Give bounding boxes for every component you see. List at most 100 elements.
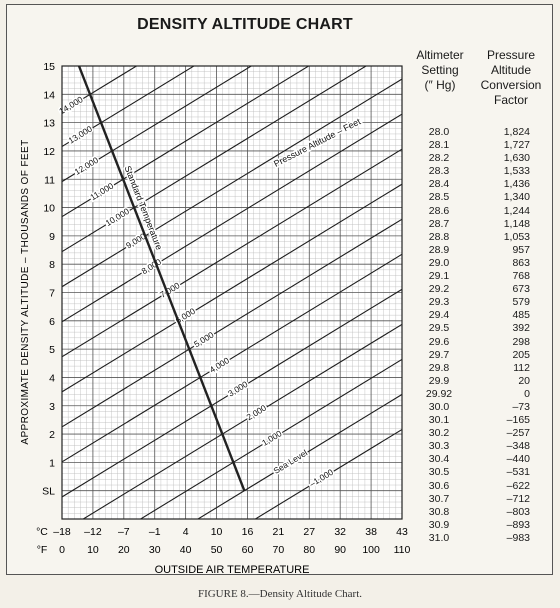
conversion-table-row: 29.4 485 bbox=[410, 309, 550, 322]
altimeter-setting-value: 30.0 bbox=[428, 400, 450, 413]
celsius-tick-label: 10 bbox=[211, 526, 223, 538]
conversion-factor-value: –983 bbox=[506, 531, 530, 544]
altimeter-setting-value: 30.3 bbox=[428, 440, 450, 453]
conversion-table-row: 29.7 205 bbox=[410, 349, 550, 362]
conversion-table-row: 28.3 1,533 bbox=[410, 165, 550, 178]
y-tick-label: 11 bbox=[44, 174, 55, 186]
altimeter-setting-value: 31.0 bbox=[428, 531, 450, 544]
conversion-factor-value: 1,148 bbox=[503, 217, 530, 230]
celsius-tick-label: 38 bbox=[365, 526, 377, 538]
conversion-factor-value: –165 bbox=[506, 414, 530, 427]
fahrenheit-tick-label: 40 bbox=[180, 544, 192, 556]
conversion-factor-value: 1,824 bbox=[503, 126, 530, 138]
conversion-table-row: 28.4 1,436 bbox=[410, 178, 550, 191]
fahrenheit-tick-label: 50 bbox=[211, 544, 223, 556]
conversion-factor-value: 1,053 bbox=[503, 230, 530, 243]
x-axis-label: OUTSIDE AIR TEMPERATURE bbox=[155, 564, 310, 576]
conversion-factor-value: –622 bbox=[506, 479, 530, 492]
altimeter-setting-value: 29.5 bbox=[428, 322, 450, 335]
pressure-altitude-line bbox=[62, 78, 402, 288]
celsius-tick-label: –1 bbox=[149, 526, 161, 538]
pressure-altitude-line bbox=[62, 66, 310, 218]
fahrenheit-tick-label: 60 bbox=[242, 544, 254, 556]
conversion-factor-value: 1,630 bbox=[503, 152, 530, 165]
celsius-tick-label: 21 bbox=[273, 526, 285, 538]
y-tick-label: 8 bbox=[49, 259, 55, 271]
altimeter-setting-value: 30.1 bbox=[428, 414, 450, 427]
conversion-table-row: 28.8 1,053 bbox=[410, 231, 550, 244]
celsius-tick-label: –12 bbox=[84, 526, 102, 538]
pressure-altitude-lines bbox=[62, 66, 402, 519]
pressure-altitude-line bbox=[62, 218, 402, 428]
altimeter-setting-value: 28.8 bbox=[428, 230, 450, 243]
celsius-unit-label: °C bbox=[36, 526, 48, 538]
altimeter-setting-value: 29.2 bbox=[428, 283, 450, 296]
celsius-tick-label: –18 bbox=[53, 526, 71, 538]
altimeter-setting-value: 29.4 bbox=[428, 309, 450, 322]
conversion-table-row: 30.7 –712 bbox=[410, 493, 550, 506]
altimeter-setting-value: 28.2 bbox=[428, 152, 450, 165]
conversion-table-row: 30.8 –803 bbox=[410, 506, 550, 519]
celsius-tick-label: –7 bbox=[118, 526, 130, 538]
conversion-factor-value: 1,727 bbox=[503, 139, 530, 152]
conversion-factor-value: –712 bbox=[506, 492, 530, 505]
celsius-tick-label: 16 bbox=[242, 526, 254, 538]
conversion-table-row: 29.6 298 bbox=[410, 336, 550, 349]
conversion-table-row: 30.3 –348 bbox=[410, 440, 550, 453]
conversion-factor-value: 957 bbox=[512, 243, 530, 256]
conversion-table-row: 29.0 863 bbox=[410, 257, 550, 270]
conversion-table-row: 28.0 1,824 bbox=[410, 126, 550, 139]
y-tick-label: 1 bbox=[49, 457, 55, 469]
conversion-table-row: 29.2 673 bbox=[410, 283, 550, 296]
pressure-altitude-line bbox=[62, 66, 195, 148]
fahrenheit-tick-label: 20 bbox=[118, 544, 130, 556]
pressure-altitude-line bbox=[196, 393, 402, 519]
pressure-altitude-line bbox=[62, 288, 402, 498]
y-tick-label: 9 bbox=[49, 231, 55, 243]
conversion-table-row: 30.5 –531 bbox=[410, 466, 550, 479]
altimeter-setting-value: 30.7 bbox=[428, 492, 450, 505]
chart-title: DENSITY ALTITUDE CHART bbox=[137, 16, 353, 33]
conversion-factor-value: 205 bbox=[512, 348, 530, 361]
conversion-factor-value: –348 bbox=[506, 440, 530, 453]
conversion-factor-value: –73 bbox=[512, 400, 530, 413]
fahrenheit-tick-label: 100 bbox=[362, 544, 380, 556]
conversion-table-row: 29.5 392 bbox=[410, 322, 550, 335]
conversion-factor-value: –440 bbox=[506, 453, 530, 466]
altimeter-setting-value: 28.1 bbox=[428, 139, 450, 152]
conversion-factor-value: 1,244 bbox=[503, 204, 530, 217]
y-tick-label: 6 bbox=[49, 316, 55, 328]
conversion-factor-value: –531 bbox=[506, 466, 530, 479]
altimeter-setting-value: 29.9 bbox=[428, 374, 450, 387]
y-tick-label: 4 bbox=[49, 372, 55, 384]
y-tick-label: SL bbox=[42, 486, 55, 498]
altimeter-setting-value: 30.6 bbox=[428, 479, 450, 492]
conversion-table-row: 28.1 1,727 bbox=[410, 139, 550, 152]
celsius-tick-label: 43 bbox=[396, 526, 408, 538]
celsius-tick-label: 27 bbox=[303, 526, 315, 538]
altimeter-setting-value: 30.2 bbox=[428, 427, 450, 440]
altimeter-setting-value: 28.0 bbox=[428, 126, 450, 138]
y-tick-label: 5 bbox=[49, 344, 55, 356]
altimeter-setting-value: 28.4 bbox=[428, 178, 450, 191]
y-tick-label: 13 bbox=[43, 118, 55, 130]
altimeter-conversion-table: Altimeter Setting (″ Hg) Pressure Altitu… bbox=[410, 48, 550, 545]
conversion-factor-value: –257 bbox=[506, 427, 530, 440]
pressure-altitude-line bbox=[82, 323, 402, 519]
conversion-table-row: 28.6 1,244 bbox=[410, 205, 550, 218]
altimeter-setting-value: 29.1 bbox=[428, 270, 450, 283]
conversion-table-row: 29.9 20 bbox=[410, 375, 550, 388]
fahrenheit-tick-label: 80 bbox=[303, 544, 315, 556]
conversion-factor-value: 0 bbox=[524, 387, 530, 400]
conversion-table-row: 29.8 112 bbox=[410, 362, 550, 375]
conversion-factor-value: 485 bbox=[512, 309, 530, 322]
conversion-table-row: 28.9 957 bbox=[410, 244, 550, 257]
conversion-table-row: 30.4 –440 bbox=[410, 453, 550, 466]
pressure-altitude-line bbox=[62, 148, 402, 358]
conversion-table-row: 30.1 –165 bbox=[410, 414, 550, 427]
y-tick-label: 2 bbox=[49, 429, 55, 441]
altimeter-setting-value: 29.7 bbox=[428, 348, 450, 361]
conversion-factor-value: 112 bbox=[513, 361, 530, 374]
